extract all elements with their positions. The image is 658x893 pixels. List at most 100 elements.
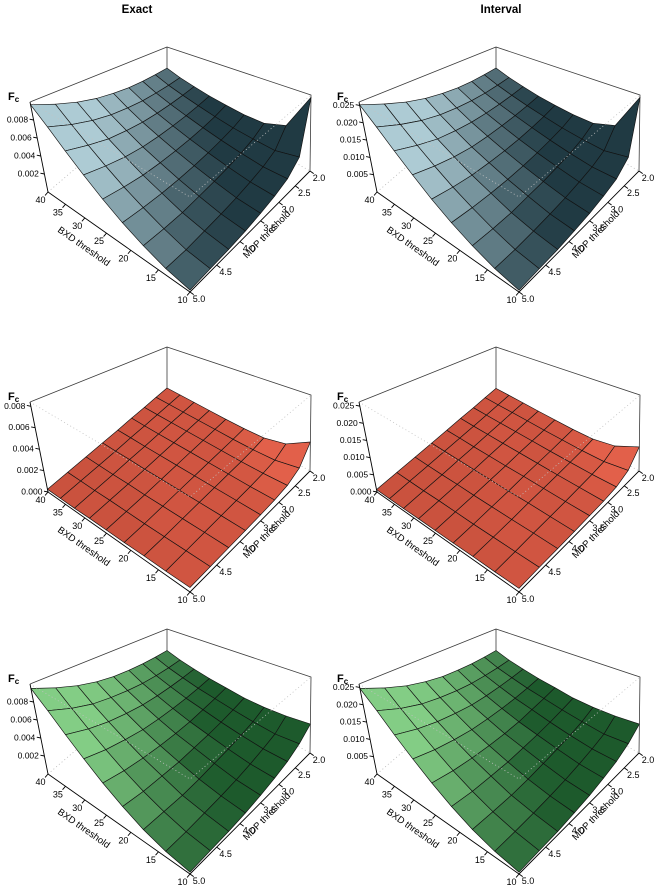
x-tick <box>155 851 159 856</box>
y-tick-label: 3.5 <box>263 805 276 815</box>
z-tick-label: 0.008 <box>4 401 26 411</box>
y-tick <box>295 185 300 189</box>
column-title-exact: Exact <box>121 4 153 16</box>
x-tick-label: 40 <box>364 195 374 205</box>
surface-mesh <box>30 67 312 291</box>
x-tick <box>155 569 159 574</box>
z-tick-label: 0.002 <box>17 465 39 475</box>
x-tick <box>391 503 395 508</box>
x-tick-label: 15 <box>475 855 485 865</box>
x-tick-label: 30 <box>72 221 82 231</box>
y-tick-label: 5.0 <box>193 294 206 304</box>
y-tick <box>189 591 194 595</box>
z-tick-label: 0.005 <box>347 751 369 761</box>
y-tick-label: 2.0 <box>313 755 326 765</box>
z-axis: 0.025 0.020 0.015 0.010 0.005 Fc <box>333 91 374 179</box>
z-tick-label: 0.004 <box>14 733 36 743</box>
x-tick <box>44 491 49 496</box>
z-tick <box>359 121 364 124</box>
z-tick <box>369 755 374 758</box>
x-tick-label: 20 <box>447 553 457 563</box>
y-tick <box>518 291 523 295</box>
x-tick-label: 10 <box>177 295 187 305</box>
y-tick <box>518 873 523 877</box>
surface-cell <box>165 249 211 291</box>
surface-panel-interval-row1: 0.025 0.020 0.015 0.010 0.005 Fc 40 35 30 25 20 15 1… <box>333 46 654 305</box>
z-tick-label: 0.006 <box>10 715 32 725</box>
y-tick <box>638 170 643 174</box>
y-tick <box>638 752 643 756</box>
x-tick-label: 40 <box>364 777 374 787</box>
y-tick <box>624 185 629 189</box>
x-tick-label: 15 <box>475 273 485 283</box>
x-tick <box>391 203 395 208</box>
x-tick-label: 35 <box>382 507 392 517</box>
x-tick-label: 10 <box>177 877 187 887</box>
y-tick-label: 4.5 <box>548 567 561 577</box>
surface-panel-interval-row3: 0.025 0.020 0.015 0.010 0.005 Fc 40 35 30 25 20 15 1… <box>333 628 654 887</box>
y-tick <box>189 291 194 295</box>
z-tick <box>36 736 41 739</box>
x-tick <box>515 591 520 596</box>
z-tick-label: 0.020 <box>336 699 358 709</box>
column-title-interval: Interval <box>480 4 522 16</box>
x-tick-label: 25 <box>423 236 433 246</box>
x-tick <box>81 799 86 804</box>
z-tick <box>365 156 371 158</box>
x-tick <box>62 503 66 508</box>
z-tick-label: 0.015 <box>340 435 362 445</box>
x-tick-label: 15 <box>146 855 156 865</box>
y-tick-label: 3.0 <box>611 204 624 214</box>
z-tick <box>365 738 371 740</box>
z-axis: 0.025 0.020 0.015 0.010 0.005 0.000 Fc <box>333 391 378 497</box>
x-tick <box>373 491 378 496</box>
z-tick <box>359 703 364 706</box>
y-tick-label: 2.0 <box>313 473 326 483</box>
z-tick-label: 0.004 <box>13 444 35 454</box>
y-tick <box>589 220 594 224</box>
z-tick-label: 0.020 <box>336 418 358 428</box>
x-tick-label: 35 <box>53 207 63 217</box>
x-tick <box>127 832 132 837</box>
y-tick-label: 4.5 <box>548 849 561 859</box>
surface-cell <box>494 551 540 589</box>
y-tick-label: 3.5 <box>263 523 276 533</box>
y-tick-label: 2.5 <box>627 770 640 780</box>
y-tick-label: 2.5 <box>298 770 311 780</box>
z-axis-title: Fc <box>8 391 20 404</box>
z-tick-label: 0.008 <box>7 115 29 125</box>
y-tick-label: 5.0 <box>193 594 206 604</box>
surface-panel-exact-row3: 0.0080.0060.0040.002Fc40353025201510BXD … <box>7 628 326 887</box>
y-tick-label: 4.0 <box>243 826 256 836</box>
x-tick <box>373 191 378 196</box>
x-tick <box>81 217 86 222</box>
y-tick <box>568 241 573 245</box>
y-tick <box>607 502 612 506</box>
y-tick <box>545 564 550 569</box>
z-axis-title: Fc <box>337 91 349 104</box>
hidden-top-edges <box>29 94 312 198</box>
z-axis-title: Fc <box>8 91 20 104</box>
box-frame-front <box>29 394 312 498</box>
z-tick <box>359 422 364 424</box>
z-axis: 0.025 0.020 0.015 0.010 0.005 Fc <box>333 673 374 761</box>
y-tick <box>545 846 550 851</box>
axes <box>358 683 640 875</box>
y-tick <box>260 220 265 224</box>
surface-mesh <box>359 650 640 873</box>
x-tick <box>62 785 66 790</box>
z-tick <box>36 154 41 157</box>
z-tick <box>39 469 44 472</box>
z-tick-label: 0.000 <box>350 487 372 497</box>
x-tick <box>484 269 488 274</box>
x-tick <box>373 773 378 778</box>
x-tick-label: 25 <box>94 236 104 246</box>
x-tick-label: 15 <box>146 573 156 583</box>
axis-lines <box>29 101 311 293</box>
y-tick-label: 3.5 <box>592 523 605 533</box>
z-tick <box>33 136 38 139</box>
x-tick <box>410 517 415 522</box>
x-tick <box>103 532 107 537</box>
x-tick-label: 30 <box>72 803 82 813</box>
